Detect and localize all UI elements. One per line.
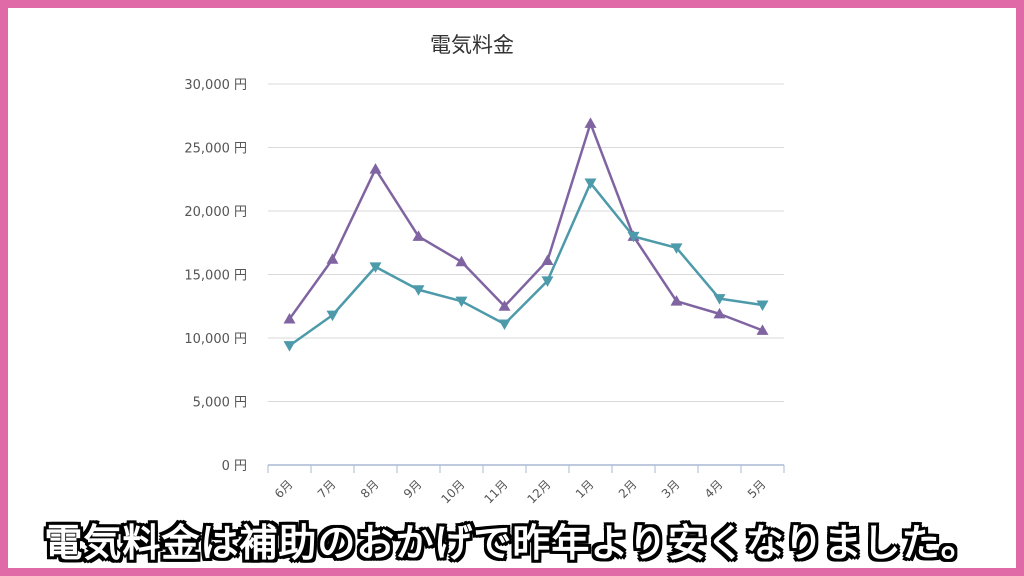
data-point-marker <box>756 324 769 335</box>
data-point-marker <box>584 117 597 128</box>
y-tick-label: 15,000 円 <box>184 269 247 284</box>
y-tick-label: 30,000 円 <box>184 78 247 93</box>
y-tick-label: 20,000 円 <box>184 205 247 220</box>
content-frame <box>8 8 1016 568</box>
y-axis: 0 円 5,000 円 10,000 円 15,000 円 20,000 円 25,000… <box>184 78 247 474</box>
data-point-marker <box>756 300 769 311</box>
x-tick-label: 11月 <box>481 477 510 506</box>
data-point-marker <box>283 341 296 352</box>
subtitle-caption: 電気料金は補助のおかげで昨年より安くなりました。 <box>44 521 980 565</box>
y-tick-label: 25,000 円 <box>184 142 247 157</box>
data-point-marker <box>670 295 683 306</box>
data-point-marker <box>713 307 726 319</box>
data-point-marker <box>326 253 339 264</box>
series-2 <box>283 178 769 352</box>
y-tick-label: 0 円 <box>222 459 247 474</box>
data-point-marker <box>283 312 296 324</box>
x-tick-label: 7月 <box>315 477 339 501</box>
data-point-marker <box>541 276 554 287</box>
data-point-marker <box>498 319 511 331</box>
series-1 <box>283 117 769 335</box>
data-point-marker <box>369 163 382 174</box>
x-tick-label: 9月 <box>401 477 425 501</box>
data-point-marker <box>713 294 726 305</box>
series-line <box>288 181 763 347</box>
data-point-marker <box>369 262 382 273</box>
data-point-marker <box>541 254 554 266</box>
data-point-marker <box>627 231 640 243</box>
data-point-marker <box>326 310 339 322</box>
data-point-marker <box>455 296 468 308</box>
x-tick-label: 4月 <box>702 477 726 501</box>
series-group <box>283 117 769 352</box>
x-tick-label: 6月 <box>272 477 296 501</box>
y-tick-label: 5,000 円 <box>193 396 247 411</box>
x-tick-label: 8月 <box>358 477 382 501</box>
x-tick-label: 2月 <box>616 477 640 501</box>
y-tick-label: 10,000 円 <box>184 332 247 347</box>
x-axis: 6月 7月 8月 9月 10月 11月 12月 1月 2月 3月 4月 5月 <box>267 464 785 506</box>
data-point-marker <box>412 285 425 296</box>
x-tick-label: 12月 <box>524 477 553 506</box>
x-tick-label: 3月 <box>659 477 683 501</box>
data-point-marker <box>412 230 425 241</box>
data-point-marker <box>584 178 597 190</box>
x-tick-label: 5月 <box>745 477 769 501</box>
grid-lines <box>268 83 784 402</box>
series-line <box>288 122 763 332</box>
data-point-marker <box>670 243 683 254</box>
chart-title: 電気料金 <box>430 33 514 57</box>
data-point-marker <box>455 255 468 267</box>
data-point-marker <box>498 300 511 311</box>
x-tick-label: 10月 <box>438 477 467 506</box>
x-tick-label: 1月 <box>573 477 597 501</box>
